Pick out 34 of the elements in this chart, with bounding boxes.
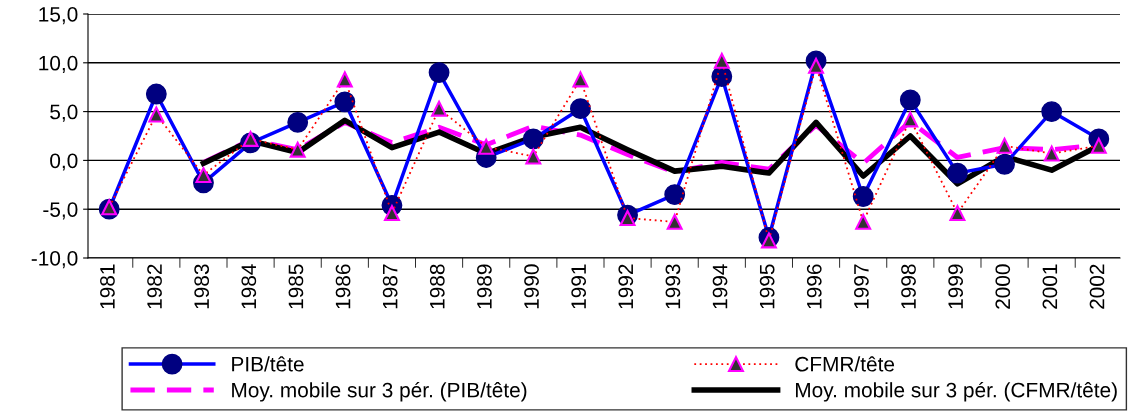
- y-tick-label: 5,0: [50, 104, 78, 122]
- x-tick-label: 1982: [147, 264, 162, 309]
- point: [289, 141, 306, 158]
- x-tick-label: 1992: [618, 264, 634, 309]
- x-tick-label: 1981: [100, 264, 115, 309]
- legend-label: Moy. mobile sur 3 pér. (PIB/tête): [232, 381, 527, 402]
- x-tick-label: 1990: [524, 264, 539, 309]
- x-tick-label: 1994: [712, 264, 728, 309]
- x-tick-label: 1998: [901, 264, 916, 309]
- legend-label: Moy. mobile sur 3 pér. (CFMR/tête): [796, 381, 1117, 402]
- x-tick-label: 1999: [948, 264, 964, 309]
- point: [902, 111, 919, 128]
- x-tick-label: 1993: [665, 264, 681, 309]
- x-tick-label: 1983: [194, 264, 210, 309]
- x-tick-label: 2002: [1089, 264, 1105, 309]
- x-tick-label: 1984: [241, 264, 257, 309]
- y-tick-label: 15,0: [39, 7, 78, 25]
- y-tick-label: 10,0: [39, 55, 78, 74]
- x-tick-label: 1988: [429, 264, 445, 309]
- x-tick-label: 1991: [571, 264, 587, 309]
- legend-label: PIB/tête: [232, 356, 304, 372]
- x-tick-label: 1997: [854, 264, 869, 309]
- x-tick-label: 1985: [288, 264, 304, 309]
- x-tick-label: 1996: [806, 264, 822, 309]
- x-tick-label: 1995: [759, 264, 775, 309]
- y-tick-label: 0,0: [50, 153, 78, 171]
- legend-label: CFMR/tête: [795, 356, 895, 372]
- y-tick-label: -10,0: [31, 251, 78, 269]
- x-tick-label: 2001: [1042, 264, 1058, 309]
- x-tick-label: 2000: [995, 264, 1011, 309]
- x-tick-label: 1989: [477, 264, 492, 309]
- x-tick-label: 1987: [382, 264, 398, 309]
- y-tick-label: -5,0: [43, 202, 78, 220]
- x-tick-label: 1986: [335, 264, 351, 309]
